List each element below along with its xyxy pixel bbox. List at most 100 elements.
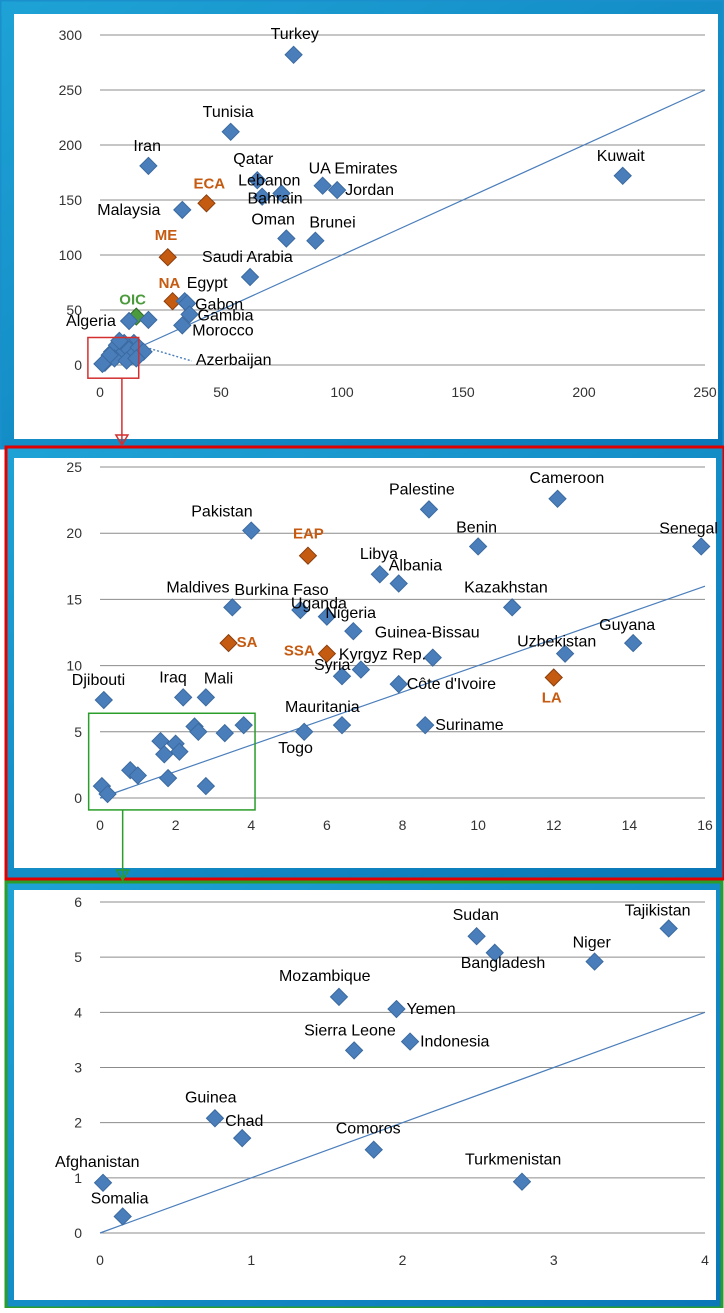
data-label: Tajikistan xyxy=(625,902,691,919)
y-tick-label: 20 xyxy=(66,525,82,541)
data-label: Tunisia xyxy=(203,104,254,121)
data-point xyxy=(389,674,408,694)
data-label: Kuwait xyxy=(597,148,646,165)
data-point xyxy=(585,952,604,971)
data-label: Chad xyxy=(225,1113,263,1130)
y-tick-label: 0 xyxy=(74,790,82,806)
x-tick-label: 250 xyxy=(693,384,717,400)
zoom-box xyxy=(87,336,140,379)
data-label: Maldives xyxy=(166,579,229,596)
data-point xyxy=(423,648,442,667)
y-tick-label: 250 xyxy=(59,82,83,98)
x-tick-label: 10 xyxy=(470,817,486,833)
zoom-box xyxy=(87,712,256,811)
data-label: Benin xyxy=(456,519,497,536)
data-label: Egypt xyxy=(187,275,228,292)
data-point xyxy=(370,565,390,584)
data-point xyxy=(113,1207,132,1226)
data-label: Albania xyxy=(389,558,442,575)
x-tick-label: 4 xyxy=(247,817,255,833)
data-point xyxy=(196,776,216,796)
data-label: Niger xyxy=(573,935,612,952)
x-tick-label: 2 xyxy=(399,1252,407,1268)
data-point xyxy=(502,598,522,617)
data-label: Indonesia xyxy=(420,1034,489,1051)
data-point xyxy=(298,546,318,565)
data-point xyxy=(468,537,488,556)
data-point xyxy=(272,184,291,203)
y-tick-label: 300 xyxy=(59,27,83,43)
data-point xyxy=(173,200,192,220)
chart-panel-1: 0 50 100 150 200 250 300 0 50 100 150 200 250 Article… xyxy=(23,26,717,424)
data-label: Iran xyxy=(133,138,161,155)
y-tick-label: 1 xyxy=(74,1170,82,1186)
data-point xyxy=(139,156,158,176)
data-point xyxy=(400,1032,420,1051)
data-label: Sierra Leone xyxy=(304,1022,396,1039)
data-point xyxy=(294,722,314,742)
x-tick-label: 8 xyxy=(399,817,407,833)
data-label: Malaysia xyxy=(97,202,160,219)
data-point xyxy=(248,170,267,190)
data-label: Lebanon xyxy=(238,173,300,190)
chart-panel-3: 0 1 2 3 4 5 6 0 1 2 3 4 Articles per million people,… xyxy=(23,894,709,1292)
x-tick-label: 100 xyxy=(330,384,354,400)
data-point xyxy=(692,537,711,556)
x-tick-label: 3 xyxy=(550,1252,558,1268)
data-label: Bahrain xyxy=(248,190,303,207)
diagonal-reference-line xyxy=(99,1011,706,1234)
data-point xyxy=(389,574,408,593)
data-point xyxy=(252,187,272,206)
y-tick-label: 100 xyxy=(59,247,83,263)
data-label: Yemen xyxy=(406,1001,455,1018)
data-label: Morocco xyxy=(192,322,253,339)
data-label: Qatar xyxy=(233,151,274,168)
data-label: OIC xyxy=(119,292,146,309)
x-tick-label: 12 xyxy=(546,817,562,833)
plot-area-1 xyxy=(14,14,718,439)
y-tick-label: 5 xyxy=(74,724,82,740)
diagonal-reference-line xyxy=(99,89,706,366)
data-label: Saudi Arabia xyxy=(202,249,293,266)
y-tick-label: 4 xyxy=(74,1004,82,1020)
data-point xyxy=(170,742,189,761)
x-tick-label: 0 xyxy=(96,817,104,833)
data-point xyxy=(415,715,435,735)
data-label: Iraq xyxy=(159,669,187,686)
data-point xyxy=(173,688,193,707)
chart-panel-2: 0 5 10 15 20 25 0 2 4 6 8 10 12 14 16 Articles per mill… xyxy=(23,459,718,857)
data-label: Kazakhstan xyxy=(464,579,548,596)
y-tick-label: 50 xyxy=(66,302,82,318)
data-point xyxy=(306,231,325,250)
zoom-connector-arrowhead xyxy=(115,869,130,882)
y-tick-label: 6 xyxy=(74,894,82,910)
data-label: NA xyxy=(159,275,181,292)
data-point xyxy=(291,600,310,620)
y-tick-label: 0 xyxy=(74,357,82,373)
y-tick-label: 25 xyxy=(66,459,82,475)
data-point xyxy=(555,644,575,663)
x-tick-label: 4 xyxy=(701,1252,709,1268)
data-label: Afghanistan xyxy=(55,1154,140,1171)
y-axis-label: Articles per million people, 2009 xyxy=(23,960,39,1174)
data-label: Azerbaijan xyxy=(196,352,272,369)
y-axis-label: Articles per million people, 2009 xyxy=(23,93,39,307)
data-point xyxy=(155,745,174,764)
data-label: Gambia xyxy=(198,307,254,324)
data-point xyxy=(364,1140,383,1159)
data-point xyxy=(139,310,158,330)
data-point xyxy=(240,267,260,287)
data-label: Senegal xyxy=(659,520,718,537)
data-label: LA xyxy=(542,690,562,707)
x-tick-label: 150 xyxy=(451,384,475,400)
data-label: EAP xyxy=(293,526,324,543)
y-axis-label: Articles per million people, 2009 xyxy=(23,525,39,739)
data-label: Mauritania xyxy=(285,699,360,716)
x-tick-label: 14 xyxy=(622,817,638,833)
y-tick-label: 0 xyxy=(74,1225,82,1241)
data-point xyxy=(232,1128,252,1148)
data-point xyxy=(351,660,371,679)
data-point xyxy=(163,291,182,311)
data-point xyxy=(613,166,632,186)
